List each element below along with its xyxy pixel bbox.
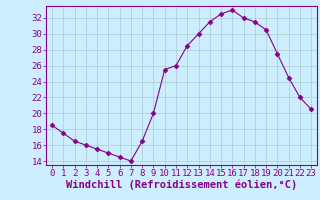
- X-axis label: Windchill (Refroidissement éolien,°C): Windchill (Refroidissement éolien,°C): [66, 180, 297, 190]
